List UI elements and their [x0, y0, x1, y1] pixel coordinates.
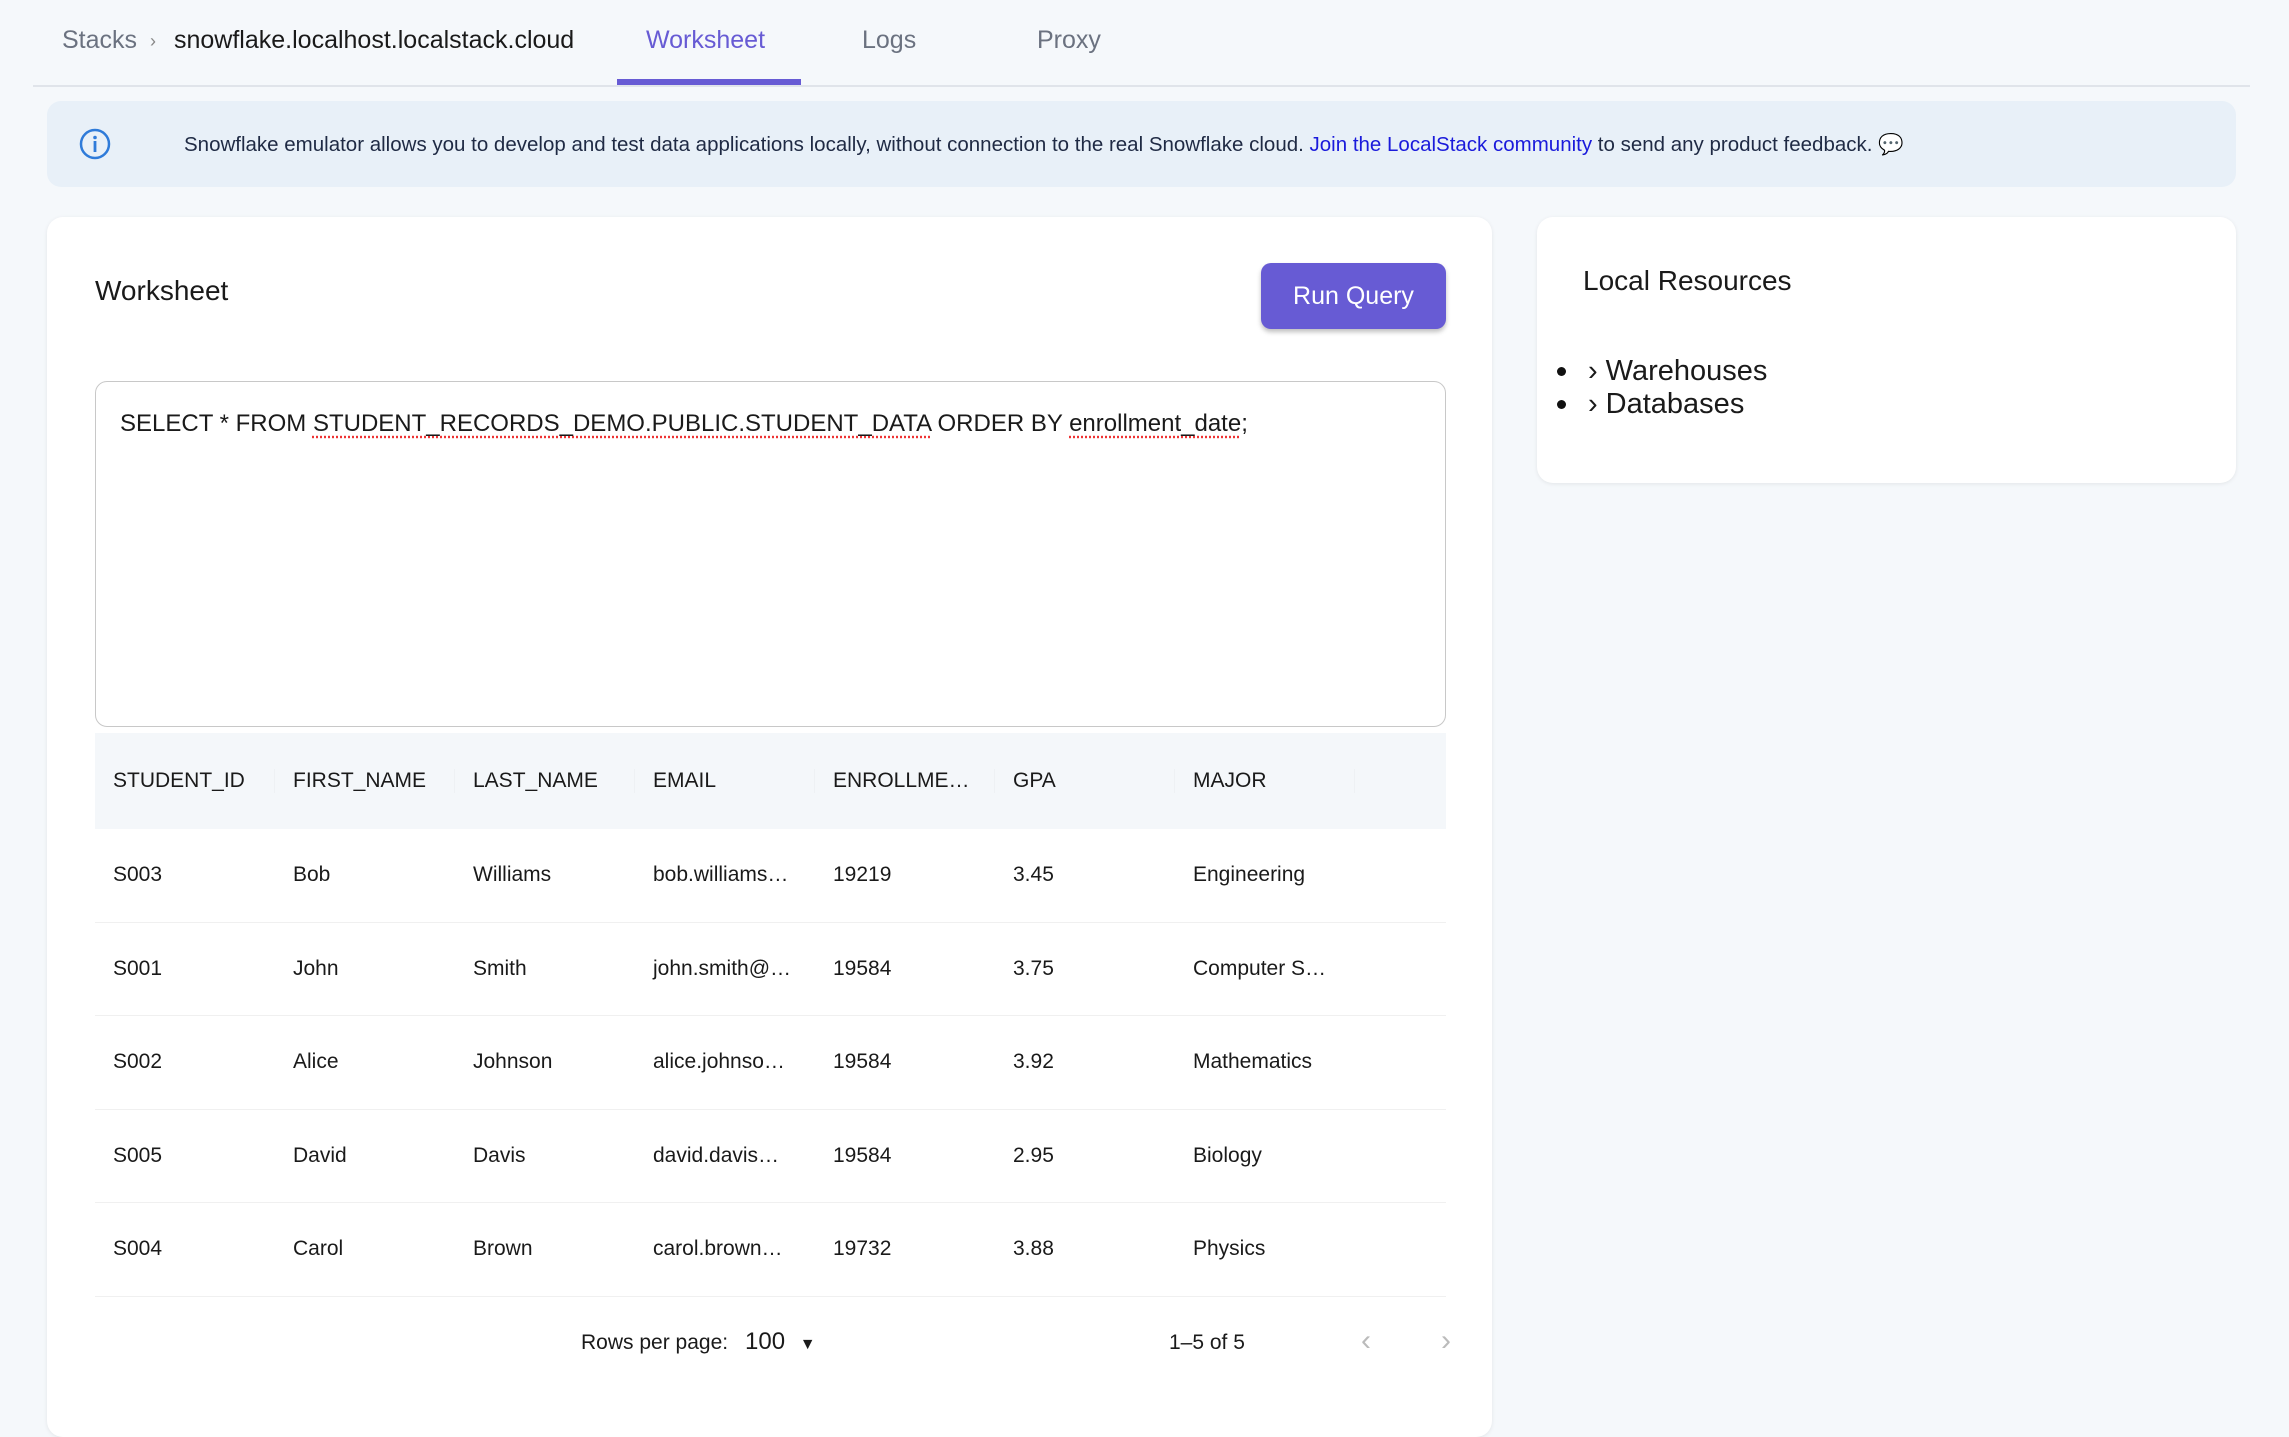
table-row: S004 Carol Brown carol.brown… 19732 3.88 Physi… [95, 1203, 1446, 1297]
table-row: S001 John Smith john.smith@… 19584 3.75 Comput… [95, 923, 1446, 1016]
community-link[interactable]: Join the LocalStack community [1309, 133, 1593, 156]
table-row: S005 David Davis david.davis… 19584 2.95 Biolo… [95, 1110, 1446, 1203]
breadcrumb-stacks[interactable]: Stacks [62, 26, 138, 54]
speech-bubble-icon: 💬 [1878, 133, 1904, 156]
table-cell: 3.45 [1013, 863, 1054, 887]
table-cell: Brown [473, 1237, 533, 1261]
banner-suffix: to send any product feedback. [1597, 133, 1873, 156]
table-cell: Williams [473, 863, 552, 887]
table-cell: david.davis… [653, 1143, 780, 1167]
table-cell: David [293, 1143, 347, 1167]
table-cell: 19732 [833, 1237, 892, 1261]
banner-message: Snowflake emulator allows you to develop… [184, 133, 1904, 157]
table-cell: S003 [113, 863, 163, 887]
query-text: ; [1241, 410, 1248, 437]
chevron-right-icon: › [1588, 388, 1598, 420]
worksheet-card: Worksheet Run Query SELECT * FROM STUDEN… [47, 217, 1492, 1437]
tab-logs[interactable]: Logs [862, 26, 917, 54]
dropdown-arrow-icon: ▼ [799, 1336, 816, 1353]
table-cell: alice.johnso… [653, 1050, 785, 1074]
info-banner: Snowflake emulator allows you to develop… [47, 101, 2236, 187]
table-row: S002 Alice Johnson alice.johnso… 19584 3.92 Ma… [95, 1016, 1446, 1110]
breadcrumb-separator: › [150, 31, 156, 51]
table-cell: bob.williams… [653, 863, 789, 887]
table-cell: S005 [113, 1143, 163, 1167]
table-cell: Bob [293, 863, 331, 887]
results-table: STUDENT_ID FIRST_NAME LAST_NAME EMAIL ENROLL… [95, 733, 1446, 1297]
query-text: SELECT * FROM [120, 410, 313, 437]
table-cell: 19219 [833, 863, 892, 887]
column-header[interactable]: FIRST_NAME [275, 769, 455, 793]
table-cell: John [293, 956, 339, 980]
rows-per-page-select[interactable]: 100 ▼ [745, 1328, 816, 1356]
table-cell: 19584 [833, 1143, 892, 1167]
table-cell: carol.brown… [653, 1237, 783, 1261]
chevron-right-icon: › [1588, 355, 1598, 387]
rows-per-page-value: 100 [745, 1328, 786, 1355]
tab-worksheet[interactable]: Worksheet [646, 26, 766, 54]
column-header[interactable]: EMAIL [635, 769, 815, 793]
table-cell: S001 [113, 956, 163, 980]
query-column: enrollment_date [1069, 410, 1242, 437]
column-header[interactable]: GPA [995, 769, 1175, 793]
table-cell: S002 [113, 1050, 163, 1074]
pagination: Rows per page: 100 ▼ 1–5 of 5 ‹ › [95, 1296, 1451, 1392]
rows-per-page-label: Rows per page: [581, 1331, 729, 1354]
table-cell: 2.95 [1013, 1143, 1054, 1167]
bullet [1557, 367, 1566, 376]
worksheet-title: Worksheet [95, 275, 229, 306]
info-icon [79, 128, 111, 160]
table-cell: Smith [473, 956, 527, 980]
query-text: ORDER BY [930, 410, 1070, 437]
bullet [1557, 400, 1566, 409]
table-cell: Mathematics [1193, 1050, 1313, 1074]
table-cell: Carol [293, 1237, 344, 1261]
column-header[interactable]: MAJOR [1175, 769, 1355, 793]
column-header[interactable]: ENROLLME… [815, 769, 995, 793]
resource-label: Databases [1605, 388, 1745, 420]
column-header[interactable]: LAST_NAME [455, 769, 635, 793]
page-range: 1–5 of 5 [1169, 1331, 1245, 1354]
run-query-button[interactable]: Run Query [1261, 263, 1446, 329]
table-cell: Engineering [1193, 863, 1306, 887]
sql-editor[interactable]: SELECT * FROM STUDENT_RECORDS_DEMO.PUBLI… [95, 381, 1446, 727]
tab-proxy[interactable]: Proxy [1037, 26, 1101, 54]
table-cell: 3.88 [1013, 1237, 1054, 1261]
table-cell: S004 [113, 1237, 163, 1261]
table-cell: 19584 [833, 956, 892, 980]
resource-warehouses[interactable]: › Warehouses [1557, 355, 1767, 388]
table-cell: Davis [473, 1143, 526, 1167]
active-tab-indicator [617, 79, 801, 85]
table-cell: Biology [1193, 1143, 1262, 1167]
next-page-icon[interactable]: › [1441, 1324, 1451, 1357]
banner-text: Snowflake emulator allows you to develop… [184, 133, 1304, 156]
resource-label: Warehouses [1605, 355, 1768, 387]
local-resources-title: Local Resources [1583, 265, 1792, 296]
table-cell: Computer S… [1193, 956, 1327, 980]
local-resources-card: Local Resources › Warehouses › Databases [1537, 217, 2236, 483]
prev-page-icon[interactable]: ‹ [1361, 1324, 1371, 1357]
table-cell: Physics [1193, 1237, 1266, 1261]
table-cell: 3.92 [1013, 1050, 1054, 1074]
table-cell: 19584 [833, 1050, 892, 1074]
resource-databases[interactable]: › Databases [1557, 388, 1744, 421]
column-header[interactable]: STUDENT_ID [95, 769, 275, 793]
table-header: STUDENT_ID FIRST_NAME LAST_NAME EMAIL ENROLL… [95, 733, 1446, 829]
table-cell: 3.75 [1013, 956, 1054, 980]
table-cell: Alice [293, 1050, 339, 1074]
table-row: S003 Bob Williams bob.williams… 19219 3.45 Eng… [95, 829, 1446, 923]
breadcrumb-current: snowflake.localhost.localstack.cloud [174, 26, 575, 54]
query-table: STUDENT_RECORDS_DEMO.PUBLIC.STUDENT_DATA [312, 410, 931, 437]
top-nav [33, 0, 2250, 87]
table-cell: Johnson [473, 1050, 553, 1074]
table-cell: john.smith@… [653, 956, 792, 980]
